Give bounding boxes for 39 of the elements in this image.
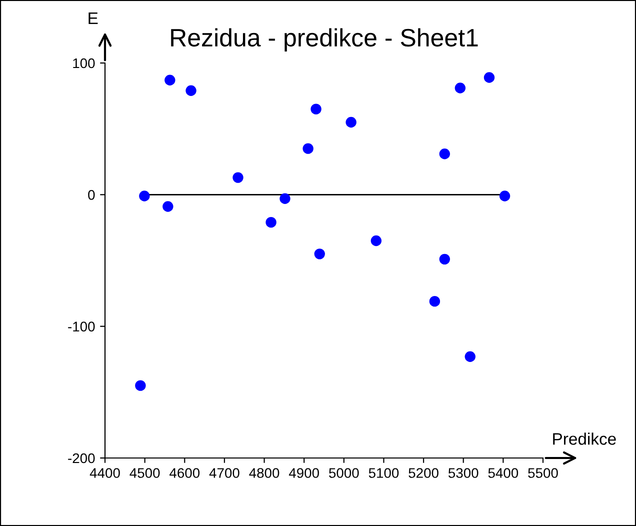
y-tick-label: -200: [68, 453, 95, 464]
x-tick-label: 5000: [329, 468, 359, 478]
point: [484, 72, 495, 83]
x-tick-label: 5200: [408, 468, 438, 478]
point: [439, 254, 450, 265]
point: [429, 296, 440, 307]
x-tick-label: 4600: [170, 468, 200, 478]
point: [302, 143, 314, 154]
point: [135, 380, 146, 391]
point: [499, 190, 510, 202]
x-axis-title: Predikce: [553, 432, 616, 445]
x-tick-label: 5400: [488, 468, 518, 478]
point: [314, 248, 325, 260]
y-axis-title: E: [88, 12, 98, 24]
x-tick-label: 5100: [368, 468, 399, 478]
x-tick-label: 4500: [130, 468, 160, 478]
chart-title: Rezidua - predikce - Sheet1: [171, 28, 478, 52]
y-tick-label: -100: [68, 322, 95, 332]
x-tick-label: 4900: [288, 468, 319, 478]
point: [164, 74, 176, 86]
y-tick-label: 100: [73, 58, 95, 68]
x-tick-label: 5500: [528, 468, 558, 478]
point: [139, 190, 150, 202]
x-tick-label: 5300: [448, 468, 478, 478]
x-tick-label: 4800: [249, 468, 280, 478]
point: [232, 172, 244, 183]
point: [346, 116, 356, 128]
point: [266, 216, 276, 228]
point: [162, 201, 174, 212]
point: [464, 351, 476, 362]
point: [186, 85, 196, 96]
x-tick-label: 4400: [90, 468, 120, 478]
point: [439, 148, 450, 160]
point: [310, 104, 322, 114]
y-tick-label: 0: [88, 190, 95, 200]
point: [370, 235, 382, 246]
x-tick-label: 4700: [209, 468, 240, 478]
point: [454, 82, 466, 94]
point: [280, 193, 290, 204]
